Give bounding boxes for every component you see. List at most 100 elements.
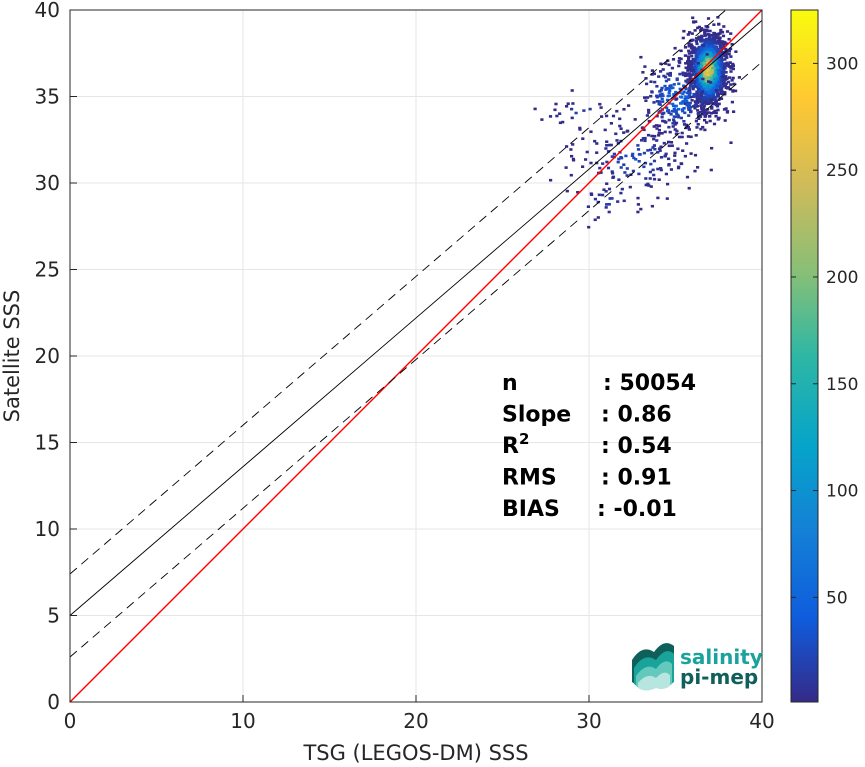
density-cell bbox=[565, 145, 569, 148]
density-cell bbox=[699, 101, 704, 104]
density-cell bbox=[607, 210, 611, 214]
density-cell bbox=[719, 28, 723, 32]
density-cell bbox=[695, 81, 699, 85]
line-fit-std bbox=[70, 10, 727, 575]
density-cell bbox=[715, 104, 720, 108]
density-cell bbox=[697, 36, 702, 39]
density-cell bbox=[717, 39, 721, 42]
density-cell bbox=[680, 102, 684, 105]
density-cell bbox=[656, 151, 660, 154]
y-tick-label: 20 bbox=[35, 344, 60, 368]
density-cell bbox=[685, 99, 689, 103]
density-cell bbox=[709, 54, 713, 57]
density-cell bbox=[625, 174, 629, 177]
density-cell bbox=[690, 46, 694, 50]
density-cell bbox=[643, 161, 648, 165]
density-cell bbox=[596, 216, 600, 219]
density-cell bbox=[714, 81, 718, 85]
density-cell bbox=[707, 102, 711, 105]
density-cell bbox=[593, 218, 597, 222]
density-cell bbox=[616, 160, 620, 164]
density-cell bbox=[632, 156, 636, 160]
density-cell bbox=[709, 76, 713, 80]
density-cell bbox=[681, 36, 685, 40]
density-cell bbox=[709, 48, 713, 51]
density-cell bbox=[700, 92, 704, 95]
stat-value: : 50054 bbox=[603, 371, 696, 396]
density-cell bbox=[576, 191, 580, 194]
colorbar-tick-label: 200 bbox=[826, 268, 858, 288]
density-cell bbox=[605, 182, 609, 185]
density-cell bbox=[719, 89, 723, 93]
density-cell bbox=[700, 75, 705, 79]
density-cell bbox=[703, 128, 707, 132]
density-cell bbox=[712, 40, 716, 44]
density-cell bbox=[669, 168, 673, 171]
density-cell bbox=[605, 144, 609, 147]
density-cell bbox=[603, 128, 607, 132]
density-cell bbox=[636, 203, 640, 206]
density-cell bbox=[682, 107, 686, 110]
density-cell bbox=[725, 77, 729, 80]
density-cell bbox=[561, 120, 565, 124]
density-cell bbox=[696, 112, 700, 115]
density-cell bbox=[659, 167, 663, 170]
density-cell bbox=[689, 70, 693, 73]
density-cell bbox=[666, 109, 671, 112]
density-cell bbox=[609, 143, 613, 147]
density-cell bbox=[699, 29, 703, 32]
density-cell bbox=[616, 200, 620, 203]
density-cell bbox=[692, 60, 697, 63]
density-cell bbox=[711, 96, 715, 99]
density-cell bbox=[719, 77, 723, 80]
density-cell bbox=[673, 128, 677, 131]
density-cell bbox=[655, 127, 659, 130]
density-cell bbox=[720, 58, 724, 62]
density-cell bbox=[696, 123, 700, 126]
line-1-1 bbox=[70, 10, 762, 702]
density-cell bbox=[588, 107, 592, 111]
density-cell bbox=[713, 38, 717, 41]
density-cell bbox=[584, 158, 588, 161]
density-cell bbox=[669, 113, 673, 116]
density-cell bbox=[699, 48, 703, 52]
density-cell bbox=[722, 92, 726, 95]
density-cell bbox=[721, 34, 726, 38]
density-cell bbox=[688, 86, 692, 90]
density-cell bbox=[708, 71, 712, 74]
x-tick-label: 20 bbox=[403, 709, 428, 733]
density-cell bbox=[639, 207, 643, 211]
x-axis-label: TSG (LEGOS-DM) SSS bbox=[302, 741, 528, 765]
density-cell bbox=[702, 104, 706, 108]
density-cell bbox=[730, 43, 734, 46]
density-cell bbox=[664, 88, 668, 91]
density-cell bbox=[698, 81, 702, 84]
y-tick-label: 30 bbox=[35, 171, 60, 195]
density-cell bbox=[611, 175, 616, 179]
density-cell bbox=[714, 103, 718, 107]
density-cell bbox=[661, 119, 665, 123]
density-cell bbox=[722, 64, 726, 68]
density-cell bbox=[682, 123, 687, 126]
density-cell bbox=[655, 100, 659, 103]
density-cell bbox=[676, 147, 680, 151]
density-cell bbox=[610, 170, 614, 173]
density-cell bbox=[702, 28, 706, 32]
density-cell bbox=[671, 86, 675, 90]
density-cell bbox=[692, 21, 696, 24]
density-cell bbox=[709, 101, 713, 105]
density-cell bbox=[728, 61, 732, 64]
density-cell bbox=[696, 52, 700, 56]
density-cell bbox=[704, 79, 708, 82]
density-cell bbox=[701, 72, 705, 75]
density-cell bbox=[687, 186, 691, 190]
density-cell bbox=[717, 98, 721, 101]
density-cell bbox=[718, 59, 722, 62]
density-cell bbox=[660, 86, 664, 90]
x-axis-ticks: 0 10 20 30 40 bbox=[64, 695, 775, 733]
density-cell bbox=[634, 158, 638, 161]
density-cell bbox=[700, 108, 704, 111]
density-cell bbox=[673, 154, 677, 157]
density-cell bbox=[687, 104, 691, 107]
density-cell bbox=[695, 95, 699, 99]
